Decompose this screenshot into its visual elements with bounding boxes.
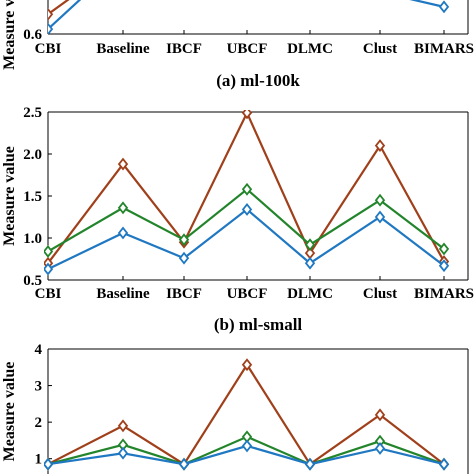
y-axis-label: Measure value [1, 362, 18, 462]
x-tick-label-ibcf: IBCF [166, 41, 202, 57]
y-axis-label: Measure value [1, 146, 18, 246]
series-marker [438, 0, 450, 14]
series-marker [241, 439, 253, 453]
series-group [48, 0, 450, 34]
series-marker [178, 233, 190, 247]
series-line-3 [47, 208, 445, 271]
series-marker [117, 226, 129, 240]
series-line-2 [48, 0, 445, 30]
x-tick-label-ubcf: UBCF [227, 286, 268, 302]
x-tick-label-clust: Clust [363, 41, 397, 57]
series-marker [241, 182, 253, 196]
series-marker [48, 7, 54, 21]
y-tick-label: 2.5 [23, 105, 42, 121]
series-marker [374, 193, 386, 207]
x-tick-label-bimars: BIMARS [414, 41, 474, 57]
series-marker [304, 457, 316, 471]
series-marker [374, 442, 386, 455]
series-marker [438, 242, 450, 256]
series-marker [241, 358, 253, 372]
y-tick-label: 1.0 [23, 231, 42, 247]
x-tick-label-cbi: CBI [35, 41, 62, 57]
series-marker [117, 157, 129, 171]
series-marker [438, 457, 450, 471]
x-tick-label-baseline: Baseline [96, 286, 150, 302]
y-tick-label: 3 [35, 379, 43, 395]
series-marker [178, 457, 190, 471]
y-tick-label: 4 [35, 342, 43, 358]
y-tick-label: 0.6 [23, 27, 42, 43]
y-tick-label: 1 [35, 452, 43, 468]
chart-panel-2: 0.5 1.0 1.5 2.0 2.5 CBI Baseline IBCF UBCF DLMC Cl… [1, 105, 474, 334]
series-marker [438, 259, 450, 273]
series-marker [304, 256, 316, 270]
series-line-1 [48, 0, 70, 16]
x-tick-label-baseline: Baseline [96, 41, 150, 57]
x-tick-label-cbi: CBI [35, 286, 62, 302]
series-marker [117, 419, 129, 433]
x-tick-label-ubcf: UBCF [227, 41, 268, 57]
y-tick-label: 0.5 [23, 273, 42, 289]
x-tick-label-dlmc: DLMC [287, 286, 333, 302]
x-tick-label-ibcf: IBCF [166, 286, 202, 302]
series-marker [117, 446, 129, 460]
x-tick-label-bimars: BIMARS [414, 286, 474, 302]
series-marker [304, 238, 316, 252]
x-tick-label-dlmc: DLMC [287, 41, 333, 57]
series-marker [374, 210, 386, 224]
chart-panel-3: 1 2 3 4 Measure value [1, 342, 469, 474]
series-marker [241, 202, 253, 216]
series-marker [178, 251, 190, 265]
series-marker [117, 201, 129, 215]
panel-caption: (b) ml-small [214, 315, 303, 334]
y-tick-label: 2.0 [23, 147, 42, 163]
series-group [44, 358, 450, 471]
series-group [44, 110, 450, 276]
series-marker [241, 110, 253, 120]
series-marker [44, 244, 54, 258]
y-tick-label: 1.5 [23, 189, 42, 205]
y-tick-label: 2 [35, 415, 43, 431]
series-marker [44, 457, 54, 471]
x-tick-label-clust: Clust [363, 286, 397, 302]
series-marker [48, 22, 54, 34]
series-marker [374, 408, 386, 422]
series-marker [44, 262, 54, 276]
y-axis-label: Measure value [1, 0, 18, 70]
panel-caption: (a) ml-100k [216, 71, 300, 90]
series-marker [374, 139, 386, 153]
